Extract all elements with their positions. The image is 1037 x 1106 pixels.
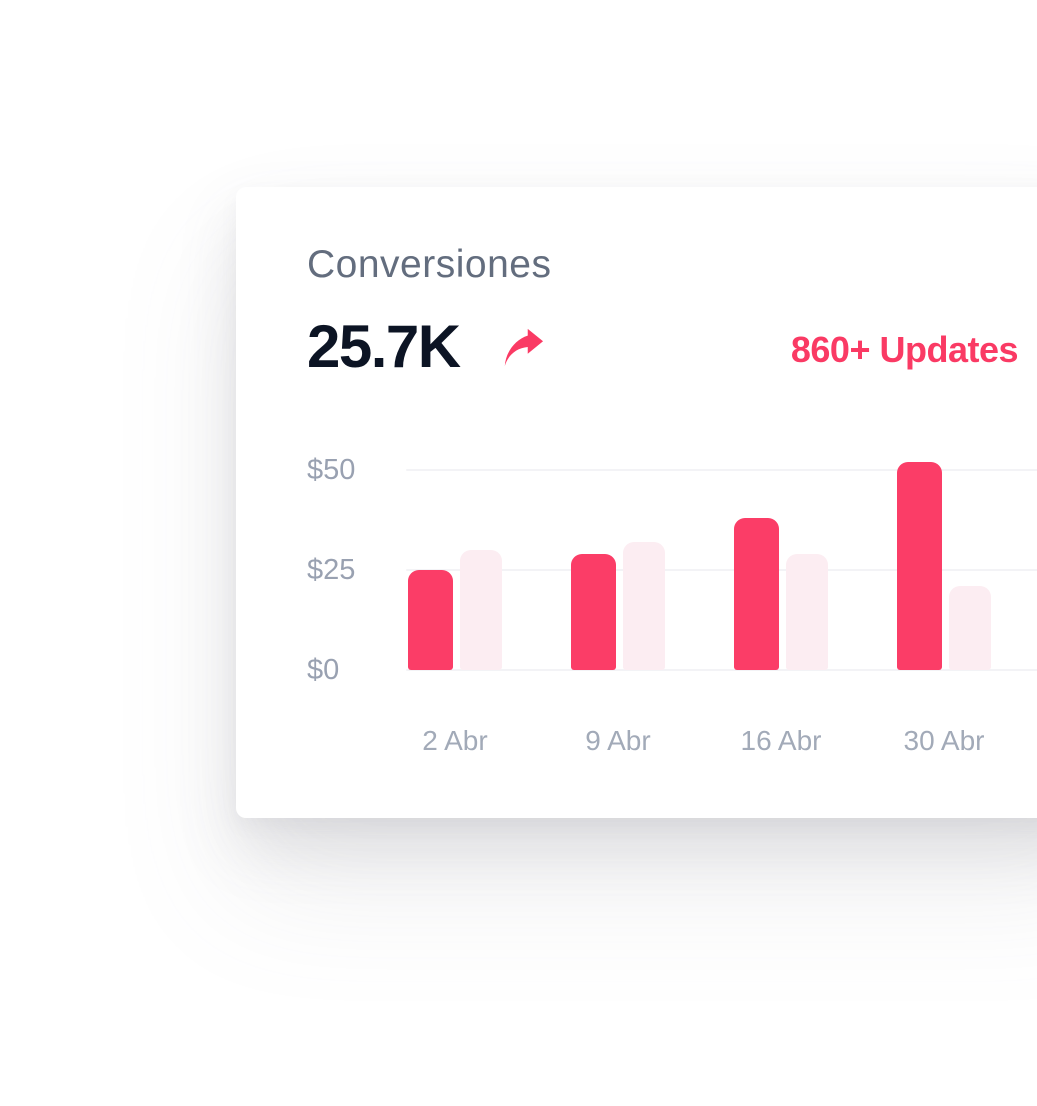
y-axis-tick-label: $0 <box>307 654 340 686</box>
x-axis-tick-label: 16 Abr <box>740 725 822 756</box>
card-title: Conversiones <box>307 243 552 286</box>
bar-previous-30-abr[interactable] <box>949 586 991 670</box>
bar-group-16-abr <box>734 470 828 670</box>
bar-current-16-abr[interactable] <box>734 518 779 670</box>
y-axis: $50 $25 $0 <box>307 454 402 686</box>
x-axis-tick-label: 9 Abr <box>585 725 651 756</box>
trend-up-arrow-icon <box>500 327 544 374</box>
gridline-0 <box>406 669 1037 671</box>
conversions-card: Conversiones 25.7K 860+ Updates $50 $25 $0… <box>236 187 1037 818</box>
bar-current-9-abr[interactable] <box>571 554 616 670</box>
updates-badge[interactable]: 860+ Updates <box>790 329 1019 370</box>
bar-current-30-abr[interactable] <box>897 462 942 670</box>
bar-group-9-abr <box>571 470 665 670</box>
metric-value: 25.7K <box>307 313 461 380</box>
x-axis-tick-label: 2 Abr <box>422 725 488 756</box>
gridline-50 <box>406 469 1037 471</box>
bar-group-2-abr <box>408 470 502 670</box>
plot-area <box>406 462 1037 671</box>
bar-previous-2-abr[interactable] <box>460 550 502 670</box>
x-axis-tick-label: 30 Abr <box>903 725 985 756</box>
conversions-bar-chart: $50 $25 $0 2 Abr 9 Abr 16 Abr 30 Abr <box>236 454 1037 800</box>
y-axis-tick-label: $25 <box>307 554 356 586</box>
bar-previous-9-abr[interactable] <box>623 542 665 670</box>
bar-previous-16-abr[interactable] <box>786 554 828 670</box>
gridline-25 <box>406 569 1037 571</box>
metric-row: 25.7K 860+ Updates <box>307 313 1019 380</box>
y-axis-tick-label: $50 <box>307 454 356 486</box>
bar-group-30-abr <box>897 462 991 670</box>
bar-current-2-abr[interactable] <box>408 570 453 670</box>
x-axis: 2 Abr 9 Abr 16 Abr 30 Abr <box>406 725 1037 765</box>
